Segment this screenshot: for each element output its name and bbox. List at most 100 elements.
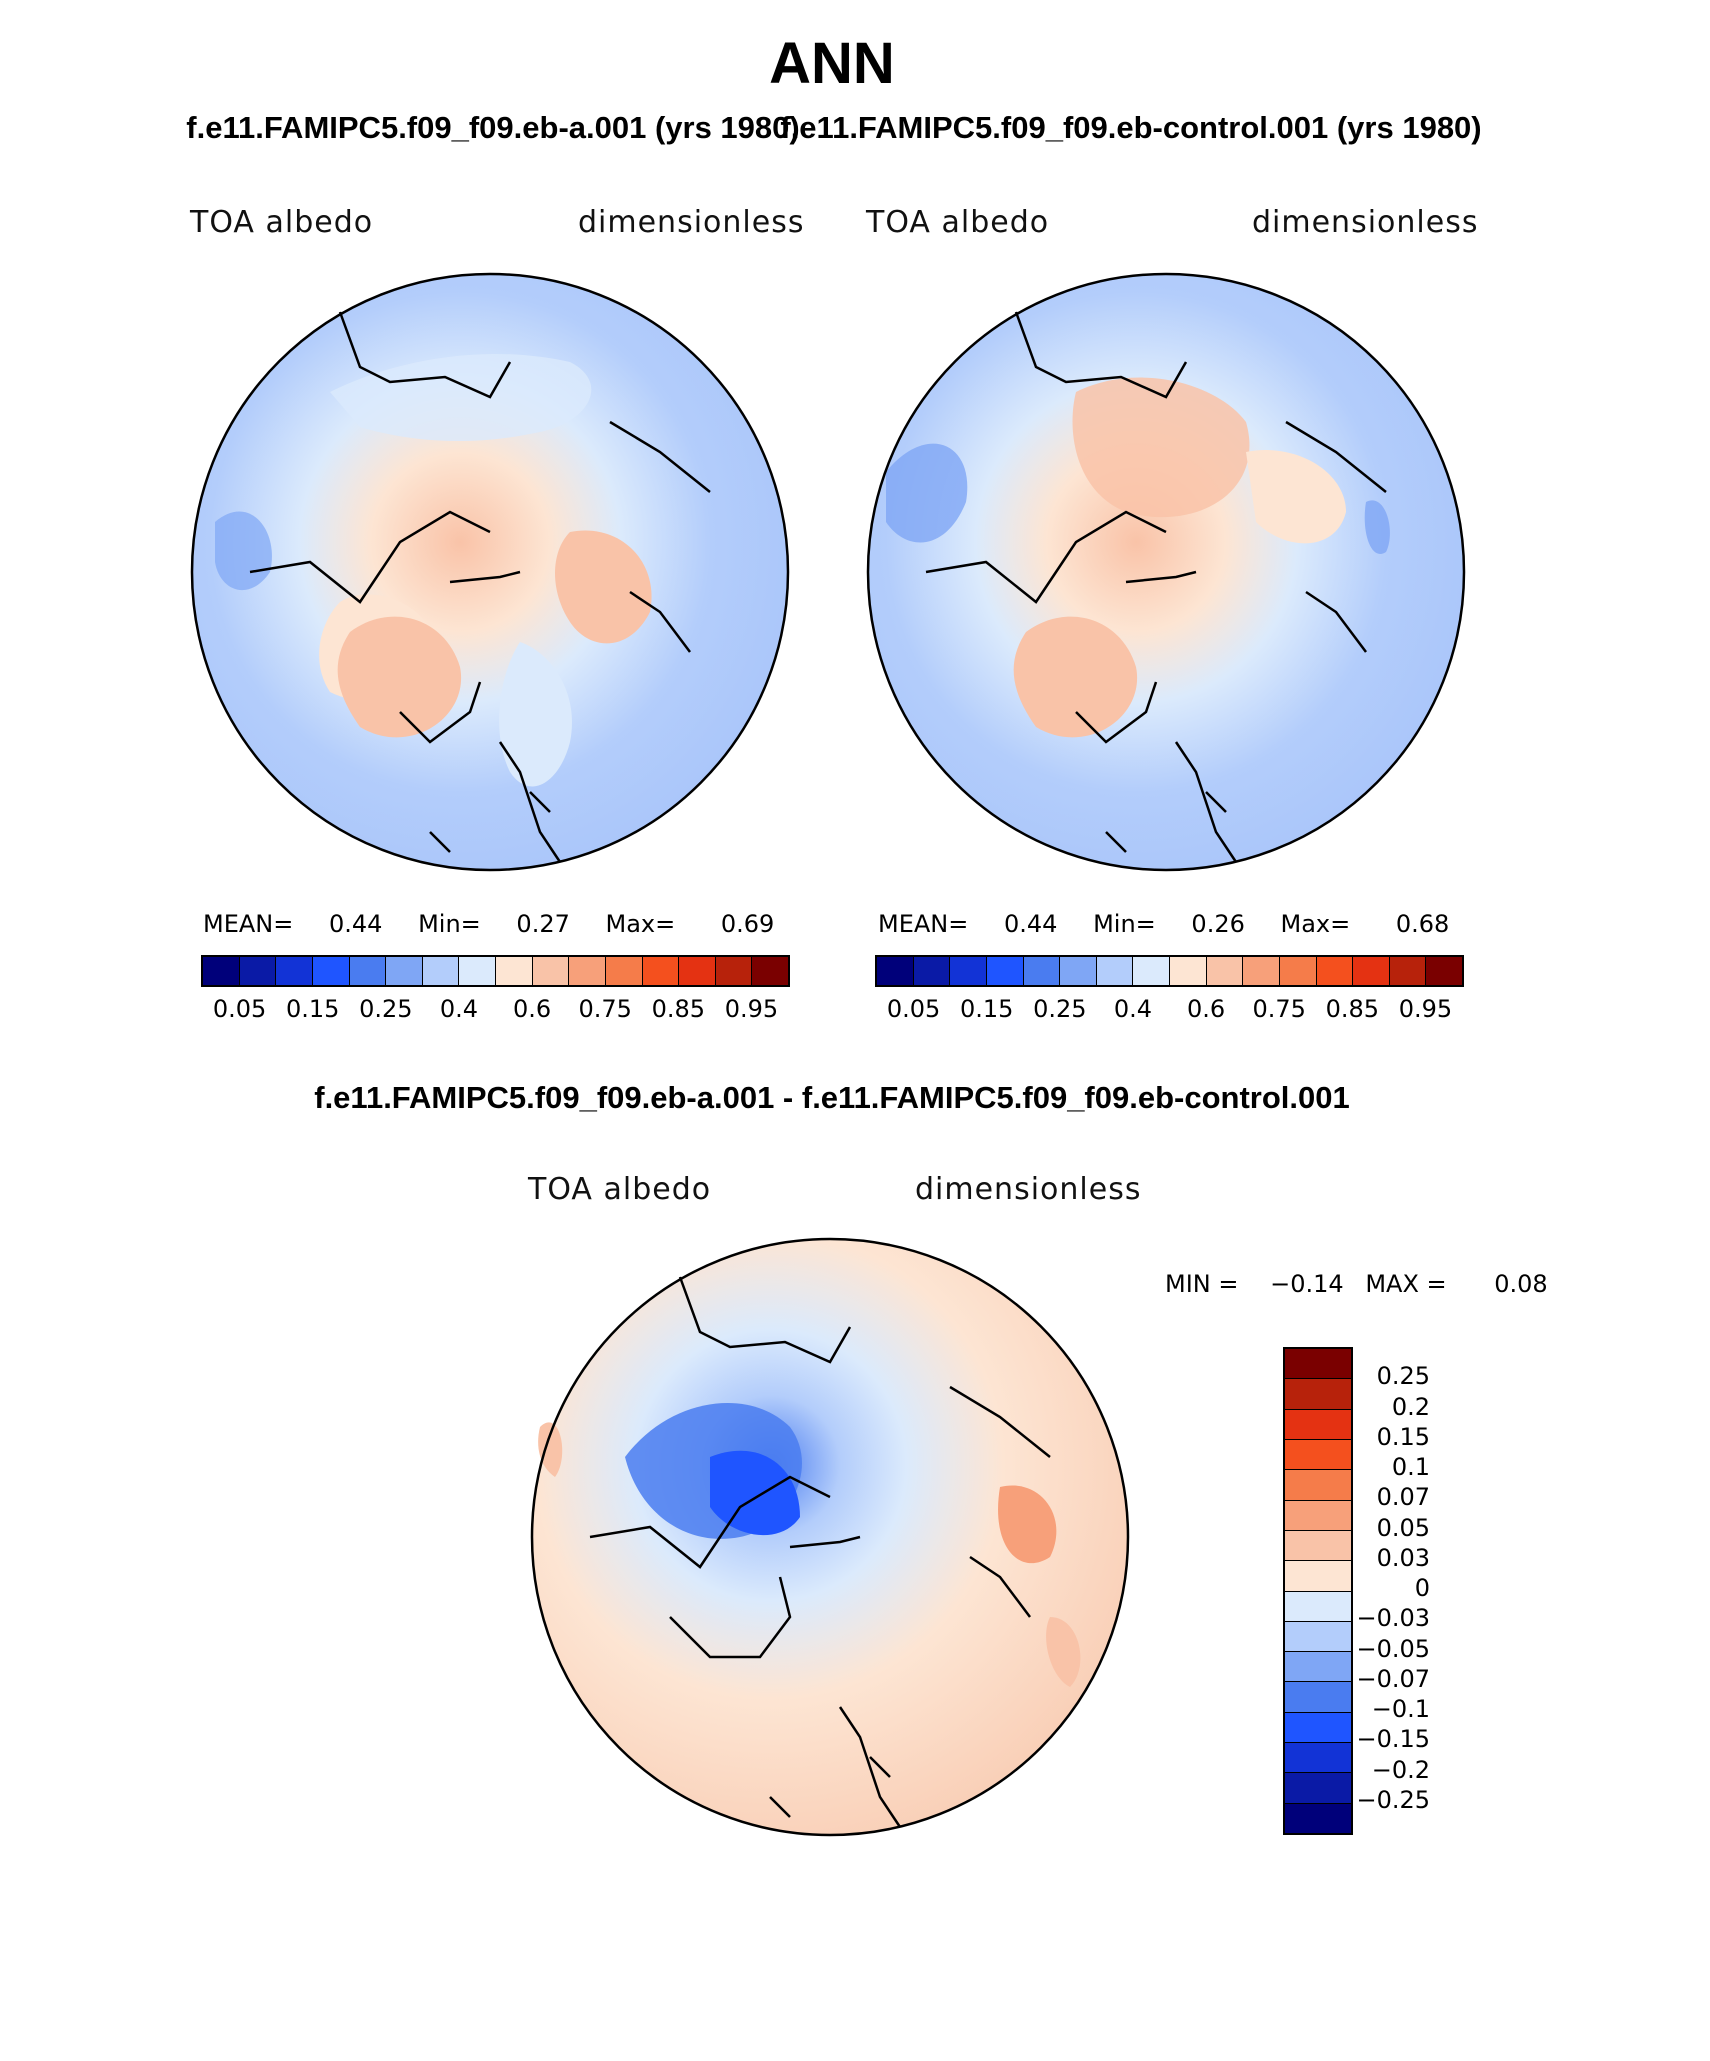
colorbar-swatch — [1285, 1621, 1351, 1653]
colorbar-tick-label: 0.25 — [1376, 1362, 1430, 1391]
colorbar-tick-label: −0.1 — [1371, 1695, 1430, 1723]
diff-variable-label: TOA albedo — [528, 1172, 712, 1207]
colorbar-tick-label: 0.15 — [1376, 1422, 1430, 1451]
colorbar-tick-label: 0 — [1414, 1574, 1430, 1602]
right-units-label: dimensionless — [1252, 205, 1479, 240]
right-max-label: Max= — [1280, 910, 1351, 938]
right-coastlines — [925, 311, 1387, 863]
colorbar-tick-label: 0.25 — [1033, 995, 1087, 1023]
colorbar-swatch — [1285, 1530, 1351, 1562]
colorbar-swatch — [715, 957, 753, 985]
colorbar-swatch — [1285, 1561, 1351, 1592]
colorbar-swatch — [679, 957, 716, 985]
colorbar-swatch — [642, 957, 680, 985]
colorbar-tick-label: 0.85 — [1325, 995, 1380, 1023]
colorbar-swatch — [569, 957, 606, 985]
colorbar-swatch — [459, 957, 496, 985]
diff-stats: MIN = −0.14 MAX = 0.08 — [1165, 1270, 1548, 1298]
colorbar-tick-label: 0.1 — [1391, 1453, 1430, 1481]
diff-map-border — [530, 1237, 1130, 1837]
colorbar-tick-label: −0.05 — [1356, 1634, 1430, 1663]
colorbar-swatch — [1133, 957, 1170, 985]
diff-min-value: −0.14 — [1270, 1270, 1344, 1298]
diff-colorbar-labels: 0.25 0.2 0.15 0.1 0.07 0.05 0.03 0 −0.03 −0.05 −0.… — [1355, 1347, 1430, 1831]
colorbar-tick-label: −0.15 — [1356, 1725, 1430, 1754]
colorbar-swatch — [532, 957, 570, 985]
right-polar-map — [866, 272, 1466, 872]
colorbar-swatch — [1243, 957, 1280, 985]
colorbar-tick-label: −0.2 — [1371, 1755, 1430, 1784]
left-max-label: Max= — [605, 910, 676, 938]
colorbar-swatch — [1285, 1500, 1351, 1531]
colorbar-tick-label: 0.75 — [578, 995, 632, 1023]
right-min-label: Min= — [1093, 910, 1156, 938]
colorbar-swatch — [1096, 957, 1134, 985]
colorbar-swatch — [312, 957, 350, 985]
left-variable-label: TOA albedo — [190, 205, 374, 240]
right-min-value: 0.26 — [1191, 910, 1245, 938]
colorbar-tick-label: 0.15 — [285, 995, 340, 1023]
colorbar-swatch — [1285, 1349, 1351, 1380]
diff-max-patch — [998, 1485, 1057, 1564]
colorbar-swatch — [1316, 957, 1354, 985]
colorbar-swatch — [1170, 957, 1207, 985]
right-mean-label: MEAN= — [878, 910, 969, 938]
colorbar-swatch — [1285, 1470, 1351, 1501]
colorbar-swatch — [1285, 1409, 1351, 1440]
right-case-title: f.e11.FAMIPC5.f09_f09.eb-control.001 (yr… — [780, 110, 1482, 145]
colorbar-swatch — [986, 957, 1024, 985]
left-min-value: 0.27 — [516, 910, 570, 938]
colorbar-swatch — [1285, 1803, 1351, 1833]
colorbar-tick-label: 0.6 — [512, 995, 552, 1023]
diff-coastlines — [589, 1276, 1051, 1828]
colorbar-swatch — [1285, 1712, 1351, 1744]
colorbar-tick-label: 0.2 — [1391, 1392, 1430, 1421]
diff-min-patch — [710, 1450, 800, 1536]
left-polar-map — [190, 272, 790, 872]
left-mean-value: 0.44 — [329, 910, 383, 938]
colorbar-swatch — [913, 957, 951, 985]
colorbar-swatch — [276, 957, 313, 985]
colorbar-swatch — [1426, 957, 1462, 985]
left-max-value: 0.69 — [720, 910, 775, 938]
colorbar-tick-label: 0.05 — [886, 995, 941, 1023]
colorbar-tick-label: 0.25 — [359, 995, 413, 1023]
colorbar-swatch — [605, 957, 643, 985]
right-stats: MEAN= 0.44 Min= 0.26 Max= 0.68 — [878, 910, 1449, 938]
colorbar-swatch — [1353, 957, 1390, 985]
colorbar-swatch — [1285, 1743, 1351, 1774]
colorbar-swatch — [1206, 957, 1244, 985]
right-variable-label: TOA albedo — [866, 205, 1050, 240]
right-mean-value: 0.44 — [1004, 910, 1058, 938]
diff-title: f.e11.FAMIPC5.f09_f09.eb-a.001 - f.e11.F… — [314, 1080, 1350, 1115]
diff-map-field — [532, 1239, 1128, 1835]
colorbar-swatch — [349, 957, 387, 985]
colorbar-swatch — [877, 957, 914, 985]
left-coastlines — [249, 311, 711, 863]
colorbar-swatch — [496, 957, 533, 985]
left-case-title: f.e11.FAMIPC5.f09_f09.eb-a.001 (yrs 1980… — [186, 110, 800, 145]
left-stats: MEAN= 0.44 Min= 0.27 Max= 0.69 — [203, 910, 774, 938]
colorbar-tick-label: 0.15 — [959, 995, 1014, 1023]
right-colorbar — [875, 955, 1464, 987]
left-map-field — [192, 274, 788, 870]
colorbar-tick-label: 0.95 — [724, 995, 779, 1023]
colorbar-tick-label: 0.6 — [1186, 995, 1226, 1023]
colorbar-tick-label: 0.85 — [651, 995, 706, 1023]
diff-units-label: dimensionless — [915, 1172, 1142, 1207]
left-units-label: dimensionless — [578, 205, 805, 240]
left-greenland-patch — [337, 616, 462, 738]
colorbar-swatch — [1285, 1379, 1351, 1410]
diff-max-value: 0.08 — [1494, 1270, 1548, 1298]
right-max-value: 0.68 — [1395, 910, 1450, 938]
colorbar-tick-label: 0.05 — [1376, 1513, 1430, 1542]
colorbar-swatch — [1285, 1682, 1351, 1713]
diff-colorbar — [1283, 1347, 1353, 1835]
colorbar-swatch — [1285, 1773, 1351, 1804]
diff-min-label: MIN = — [1165, 1270, 1239, 1298]
colorbar-tick-label: 0.07 — [1376, 1483, 1430, 1512]
colorbar-swatch — [752, 957, 788, 985]
right-map-border — [866, 272, 1466, 872]
colorbar-swatch — [422, 957, 460, 985]
colorbar-swatch — [1285, 1652, 1351, 1683]
